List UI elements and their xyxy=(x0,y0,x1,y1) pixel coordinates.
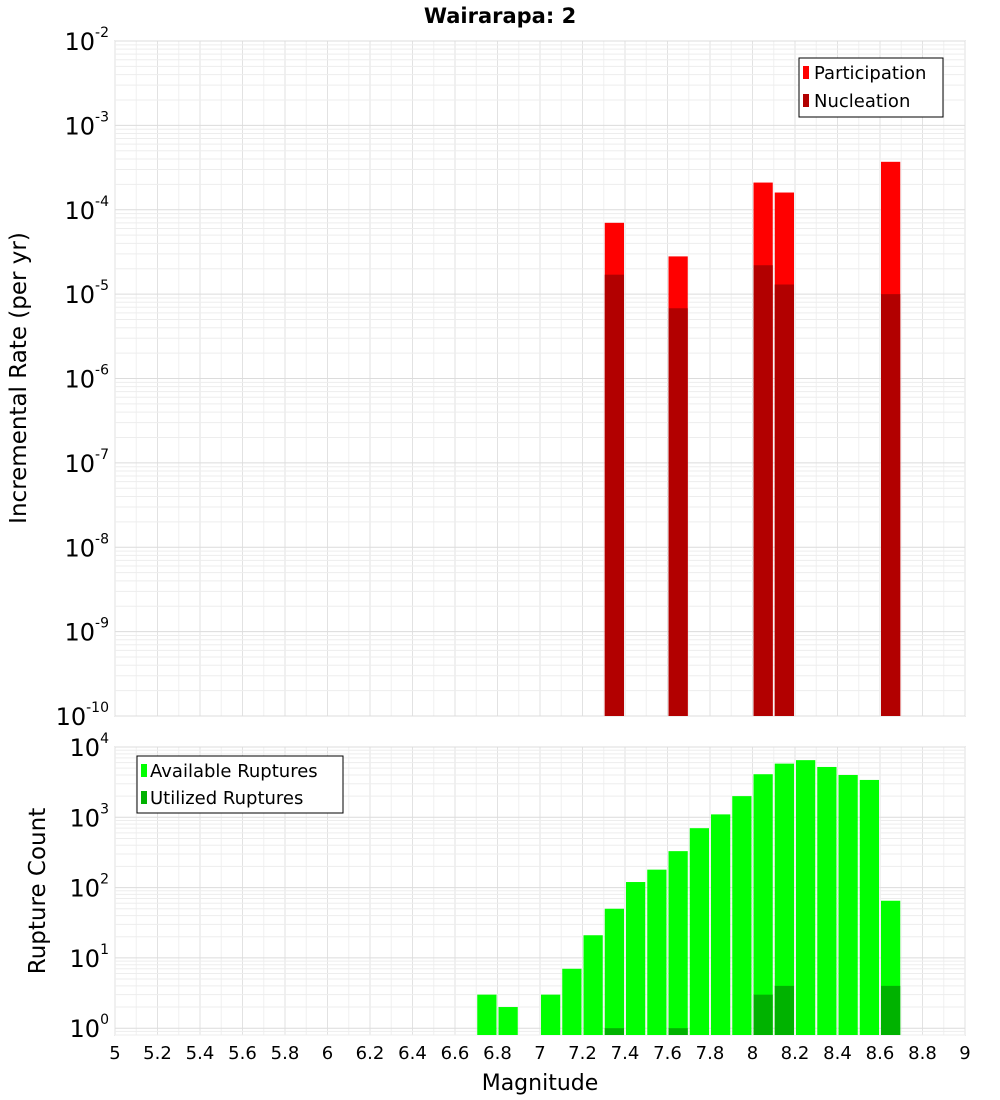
y-tick-label: 103 xyxy=(70,801,109,832)
bottom-bar-available-ruptures xyxy=(689,828,709,1035)
bottom-bar-utilized-ruptures xyxy=(774,985,794,1035)
bottom-legend[interactable]: Available Ruptures Utilized Ruptures xyxy=(136,755,344,814)
x-tick-label: 6 xyxy=(322,1043,333,1064)
chart-title: Wairarapa: 2 xyxy=(424,4,576,28)
legend-label-nucleation: Nucleation xyxy=(814,91,910,112)
y-tick-label: 10-2 xyxy=(64,25,109,56)
bottom-panel: 100 101 102 103 104 5 5.2 5.4 5.6 5.8 6 6.2 6.4 6.6 6… xyxy=(25,731,971,1096)
y-tick-label: 10-9 xyxy=(64,616,109,647)
x-tick-label: 6.8 xyxy=(483,1043,512,1064)
bottom-bar-utilized-ruptures xyxy=(604,1028,624,1035)
top-panel: 10-10 10-9 10-8 10-7 10-6 10-5 10-4 10-3 10-2 In… xyxy=(6,25,966,731)
x-tick-label: 6.4 xyxy=(398,1043,427,1064)
bottom-y-axis-label: Rupture Count xyxy=(25,808,51,974)
legend-swatch-available xyxy=(141,764,147,777)
x-tick-label: 7.4 xyxy=(611,1043,640,1064)
bottom-bar-available-ruptures xyxy=(711,814,731,1035)
bottom-bar-available-ruptures xyxy=(817,766,837,1035)
bottom-bar-available-ruptures xyxy=(647,869,667,1035)
x-tick-label: 7.6 xyxy=(653,1043,682,1064)
bottom-bar-available-ruptures xyxy=(859,779,879,1035)
bottom-bar-available-ruptures xyxy=(498,1007,518,1035)
x-tick-label: 7 xyxy=(534,1043,545,1064)
top-bar-nucleation xyxy=(753,265,773,716)
x-tick-label: 8.6 xyxy=(866,1043,895,1064)
top-bar-nucleation xyxy=(668,308,688,716)
y-tick-label: 10-7 xyxy=(64,447,109,478)
x-tick-label: 5.8 xyxy=(271,1043,300,1064)
bottom-bar-available-ruptures xyxy=(562,968,582,1035)
bottom-bar-utilized-ruptures xyxy=(668,1028,688,1035)
legend-swatch-utilized xyxy=(141,791,147,804)
x-tick-label: 9 xyxy=(959,1043,970,1064)
y-tick-label: 104 xyxy=(70,731,110,762)
top-bar-nucleation xyxy=(774,284,794,716)
bottom-bar-available-ruptures xyxy=(732,796,752,1035)
bottom-bar-available-ruptures xyxy=(668,851,688,1035)
bottom-bar-available-ruptures xyxy=(796,760,816,1035)
top-y-tick-labels: 10-10 10-9 10-8 10-7 10-6 10-5 10-4 10-3 10-2 xyxy=(56,25,110,731)
y-tick-label: 10-10 xyxy=(56,700,109,731)
y-tick-label: 10-6 xyxy=(64,363,109,394)
top-legend[interactable]: Participation Nucleation xyxy=(798,57,944,118)
top-y-axis-label: Incremental Rate (per yr) xyxy=(6,232,32,524)
bottom-bar-available-ruptures xyxy=(604,908,624,1035)
x-tick-label: 5.6 xyxy=(228,1043,257,1064)
bottom-bar-available-ruptures xyxy=(774,763,794,1035)
bottom-y-tick-labels: 100 101 102 103 104 xyxy=(70,731,110,1043)
x-tick-label: 7.2 xyxy=(568,1043,597,1064)
y-tick-label: 100 xyxy=(70,1012,109,1043)
legend-swatch-nucleation xyxy=(803,94,809,107)
y-tick-label: 102 xyxy=(70,872,109,903)
bottom-bar-utilized-ruptures xyxy=(753,994,773,1035)
y-tick-label: 10-4 xyxy=(64,194,109,225)
y-tick-label: 10-3 xyxy=(64,109,109,140)
x-tick-label: 5.2 xyxy=(143,1043,172,1064)
x-tick-labels: 5 5.2 5.4 5.6 5.8 6 6.2 6.4 6.6 6.8 7 7.2 7.4 7.6 7.8 8… xyxy=(109,1043,970,1064)
x-tick-label: 8.8 xyxy=(908,1043,937,1064)
bottom-bar-available-ruptures xyxy=(626,882,646,1035)
legend-label-participation: Participation xyxy=(814,63,926,84)
x-axis-label: Magnitude xyxy=(482,1071,599,1096)
bottom-bars xyxy=(477,760,901,1035)
y-tick-label: 101 xyxy=(70,942,109,973)
top-bar-nucleation xyxy=(881,294,901,716)
x-tick-label: 8 xyxy=(747,1043,758,1064)
bottom-bar-available-ruptures xyxy=(753,774,773,1035)
top-legend-box xyxy=(798,57,944,118)
x-tick-label: 5 xyxy=(109,1043,120,1064)
x-tick-label: 8.4 xyxy=(823,1043,852,1064)
x-tick-label: 6.2 xyxy=(356,1043,385,1064)
x-tick-label: 7.8 xyxy=(696,1043,725,1064)
top-gridlines xyxy=(114,40,966,717)
bottom-bar-available-ruptures xyxy=(838,774,858,1035)
top-bars xyxy=(604,161,901,717)
x-tick-label: 5.4 xyxy=(186,1043,215,1064)
bottom-bar-available-ruptures xyxy=(541,994,561,1035)
legend-label-available: Available Ruptures xyxy=(150,761,318,782)
legend-label-utilized: Utilized Ruptures xyxy=(150,788,303,809)
top-bar-nucleation xyxy=(604,274,624,716)
y-tick-label: 10-5 xyxy=(64,278,109,309)
x-tick-label: 8.2 xyxy=(781,1043,810,1064)
bottom-bar-utilized-ruptures xyxy=(881,985,901,1035)
legend-swatch-participation xyxy=(803,66,809,79)
x-tick-label: 6.6 xyxy=(441,1043,470,1064)
bottom-legend-box xyxy=(136,755,344,814)
bottom-bar-available-ruptures xyxy=(477,994,497,1035)
bottom-bar-available-ruptures xyxy=(583,935,603,1035)
y-tick-label: 10-8 xyxy=(64,531,109,562)
